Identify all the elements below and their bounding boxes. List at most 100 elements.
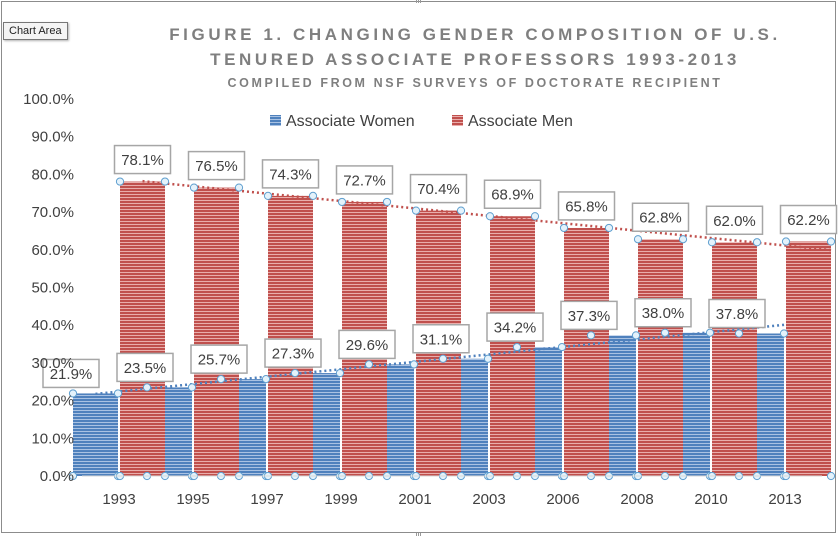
- data-label-box: [486, 312, 544, 342]
- selection-handle: [586, 331, 596, 340]
- data-label-text: 62.2%: [787, 212, 830, 229]
- selection-handle: [142, 383, 152, 392]
- data-label: 31.1%: [412, 324, 470, 354]
- data-label-box: [412, 324, 470, 354]
- y-tick-label: 70.0%: [31, 204, 74, 221]
- data-label-box: [705, 205, 764, 236]
- bar-associate-men: [120, 181, 165, 477]
- data-label-text: 25.7%: [198, 352, 241, 369]
- data-label-text: 76.5%: [195, 158, 238, 175]
- data-label-text: 34.2%: [494, 320, 537, 337]
- data-label-box: [631, 202, 690, 232]
- selection-handle: [234, 183, 244, 192]
- data-label-text: 78.1%: [121, 152, 164, 169]
- data-label: 27.3%: [264, 338, 322, 368]
- selection-handle: [483, 354, 493, 363]
- x-tick-label: 1999: [324, 491, 357, 508]
- data-label-box: [634, 297, 692, 328]
- selection-handle: [438, 354, 448, 363]
- trendline-associate-women: [95, 323, 787, 396]
- data-label-text: 37.8%: [716, 306, 759, 323]
- x-tick-label: 1993: [102, 491, 135, 508]
- data-label: 62.8%: [631, 202, 690, 232]
- chart-title-line-2: TENURED ASSOCIATE PROFESSORS 1993-2013: [210, 50, 740, 69]
- data-label: 74.3%: [261, 159, 320, 189]
- selection-handle: [113, 389, 123, 398]
- selection-handle: [160, 177, 170, 186]
- x-tick-label: 2013: [768, 491, 801, 508]
- data-label-box: [338, 329, 396, 360]
- selection-handle: [189, 183, 199, 192]
- data-label-text: 62.0%: [713, 213, 756, 230]
- selection-handle: [660, 328, 670, 337]
- x-tick-label: 2003: [472, 491, 505, 508]
- data-label-text: 38.0%: [642, 305, 685, 322]
- data-label: 78.1%: [113, 144, 172, 175]
- data-label-box: [190, 344, 248, 374]
- selection-handle: [678, 235, 688, 244]
- bar-associate-women: [73, 393, 118, 476]
- chart-subtitle: COMPILED FROM NSF SURVEYS OF DOCTORATE R…: [227, 76, 723, 90]
- selection-handle: [707, 238, 717, 247]
- data-label: 70.4%: [409, 173, 468, 204]
- chart-area-tooltip: Chart Area: [3, 22, 68, 40]
- selection-handle: [263, 191, 273, 200]
- selection-handle: [512, 342, 522, 352]
- bar-associate-men: [490, 216, 535, 476]
- selection-handle: [604, 223, 614, 233]
- legend-label-men: Associate Men: [468, 113, 573, 130]
- data-label: 37.3%: [560, 300, 618, 331]
- data-label: 62.2%: [779, 204, 838, 235]
- data-label: 68.9%: [483, 179, 542, 209]
- x-tick-label: 2010: [694, 491, 727, 508]
- data-label-text: 68.9%: [491, 187, 534, 204]
- selection-handle: [290, 368, 300, 378]
- selection-handle: [364, 360, 374, 369]
- selection-handle: [456, 206, 466, 215]
- legend-label-women: Associate Women: [286, 113, 415, 130]
- data-label-text: 29.6%: [346, 337, 389, 354]
- data-label-text: 27.3%: [272, 346, 315, 363]
- y-tick-label: 20.0%: [31, 393, 74, 410]
- selection-handle: [115, 177, 125, 186]
- bar-associate-men: [712, 242, 757, 476]
- selection-handle: [633, 235, 643, 244]
- data-label-text: 21.9%: [50, 366, 93, 383]
- data-label-box: [42, 358, 100, 389]
- data-label: 76.5%: [187, 150, 246, 181]
- resize-handle-top[interactable]: [416, 0, 422, 3]
- selection-handle: [557, 342, 567, 352]
- y-tick-label: 80.0%: [31, 166, 74, 183]
- trendline-associate-men: [142, 179, 834, 252]
- data-label: 21.9%: [42, 358, 100, 389]
- resize-handle-bottom[interactable]: [416, 533, 422, 536]
- bar-associate-men: [564, 227, 609, 476]
- bar-associate-men: [786, 241, 831, 476]
- selection-handle: [68, 471, 78, 481]
- data-label-text: 70.4%: [417, 181, 460, 198]
- data-label: 38.0%: [634, 297, 692, 328]
- data-label: 72.7%: [335, 165, 394, 195]
- data-label: 65.8%: [557, 191, 616, 221]
- y-tick-label: 90.0%: [31, 129, 74, 146]
- data-label-box: [708, 298, 766, 329]
- data-label-text: 72.7%: [343, 172, 386, 189]
- data-label-box: [335, 165, 394, 195]
- x-tick-label: 2006: [546, 491, 579, 508]
- data-label-box: [483, 179, 542, 209]
- selection-handle: [187, 383, 197, 392]
- data-label: 37.8%: [708, 298, 766, 329]
- y-tick-label: 100.0%: [23, 91, 74, 108]
- bar-associate-men: [638, 239, 683, 476]
- data-label-box: [779, 204, 838, 235]
- selection-handle: [68, 389, 78, 398]
- selection-handle: [411, 206, 421, 215]
- selection-handle: [779, 329, 789, 338]
- data-label: 29.6%: [338, 329, 396, 360]
- selection-handle: [485, 212, 495, 221]
- data-label-text: 65.8%: [565, 198, 608, 215]
- selection-handle: [382, 197, 392, 207]
- data-label-box: [187, 150, 246, 181]
- selection-handle: [705, 328, 715, 337]
